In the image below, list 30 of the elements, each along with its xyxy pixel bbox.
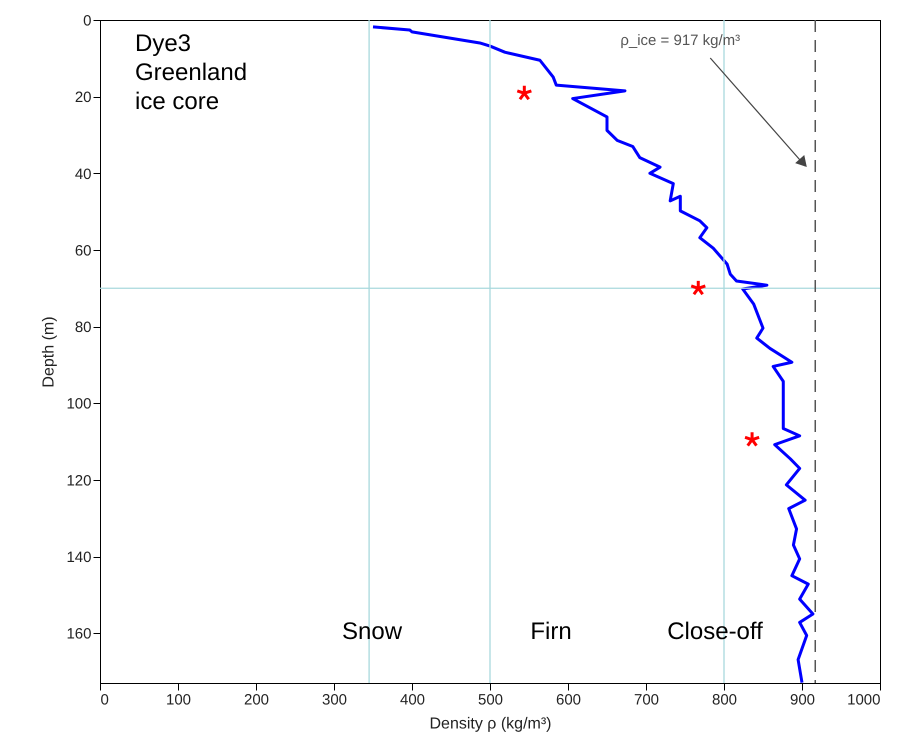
annotation: Snow [342,618,403,645]
y-tick-label: 20 [74,89,92,106]
x-axis-title: Density ρ (kg/m³) [430,716,552,732]
ref-line-label: ρ_ice = 917 kg/m³ [620,32,740,49]
x-tick-label: 0 [100,692,109,708]
y-tick-label: 140 [66,549,92,566]
y-tick-label: 80 [74,319,92,336]
y-tick-label: 60 [74,242,92,260]
point [690,279,707,296]
annotation: Close-off [667,618,764,645]
x-tick-label: 100 [166,692,192,708]
y-tick-label: 0 [83,12,92,30]
x-tick-label: 700 [634,692,660,708]
x-tick-label: 500 [478,692,504,708]
y-tick-label: 120 [66,472,92,490]
annotation: Dye3 Greenland ice core [135,30,248,115]
point [744,430,761,448]
x-tick-label: 900 [790,692,816,708]
x-tick-label: 800 [712,692,738,708]
x-tick-label: 1000 [847,692,880,708]
y-axis-title: Depth (m) [40,316,58,388]
x-tick-label: 400 [400,692,426,708]
y-tick-label: 100 [66,396,92,413]
x-tick-label: 200 [244,692,270,708]
y-tick-label: 160 [66,626,92,643]
point [516,84,533,101]
annotation: Firn [530,618,572,645]
x-tick-label: 300 [322,692,348,708]
y-tick-label: 40 [74,166,92,183]
x-tick-label: 600 [556,692,582,708]
